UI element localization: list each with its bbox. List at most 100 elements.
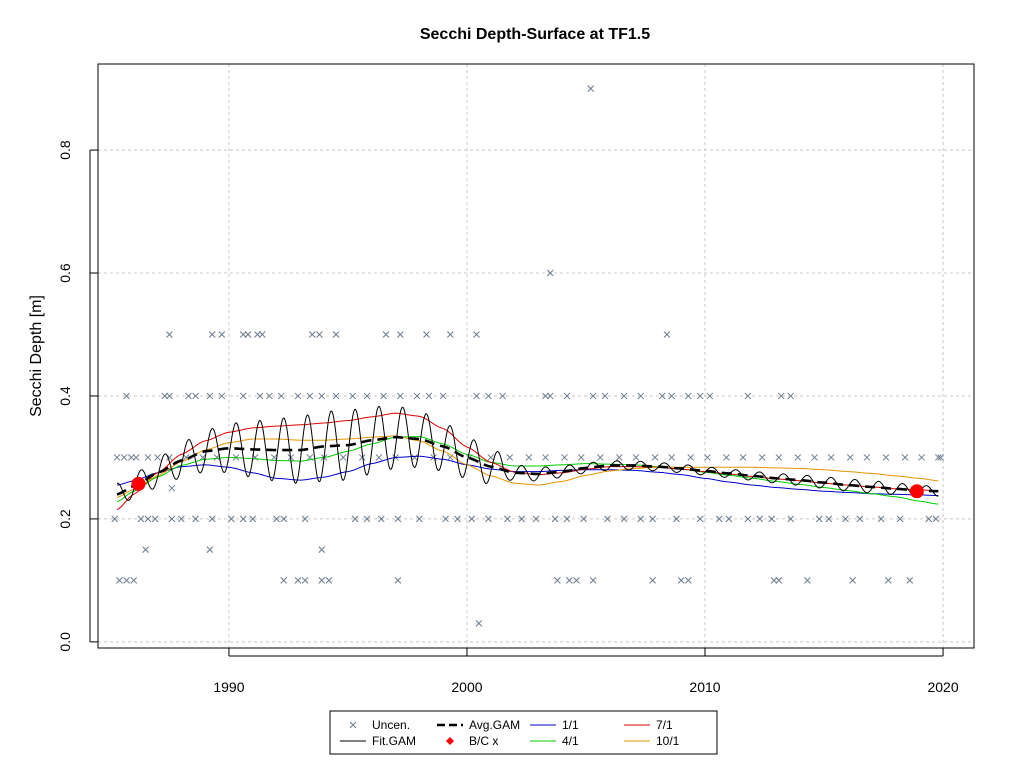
- uncen-point: [468, 515, 476, 523]
- uncen-point: [787, 392, 795, 400]
- uncen-point: [744, 392, 752, 400]
- uncen-point: [725, 515, 733, 523]
- uncen-point: [775, 577, 783, 584]
- uncen-point: [684, 577, 692, 584]
- y-tick-label: 0.4: [57, 386, 73, 406]
- uncen-point: [473, 331, 480, 338]
- uncen-point: [318, 392, 326, 400]
- uncen-point: [856, 515, 864, 523]
- uncen-point: [684, 392, 692, 400]
- legend-label-fit: Fit.GAM: [372, 734, 416, 748]
- uncen-point: [620, 392, 628, 400]
- uncen-point: [396, 392, 404, 400]
- uncen-point: [363, 392, 371, 400]
- uncen-point: [332, 392, 340, 400]
- uncen-point: [637, 392, 645, 400]
- uncen-point: [632, 454, 640, 461]
- uncen-point: [349, 392, 357, 400]
- y-axis-label: Secchi Depth [m]: [28, 295, 45, 417]
- uncen-point: [723, 454, 730, 461]
- uncen-point: [506, 454, 514, 461]
- uncen-point: [254, 331, 261, 338]
- uncen-point: [161, 392, 169, 400]
- uncen-point: [896, 515, 904, 523]
- uncen-point: [706, 392, 714, 400]
- uncen-point: [770, 577, 778, 584]
- series-7-1-line: [116, 412, 939, 511]
- x-tick-label: 2010: [689, 679, 720, 695]
- uncen-point: [668, 392, 676, 400]
- uncen-point: [227, 515, 235, 523]
- uncen-point: [208, 515, 216, 523]
- uncen-point: [239, 331, 247, 338]
- uncen-point: [768, 515, 776, 523]
- uncen-point: [256, 392, 264, 400]
- grid-lines: [98, 64, 974, 648]
- uncen-point: [301, 577, 309, 584]
- uncen-point: [130, 577, 138, 584]
- legend-label-uncen: Uncen.: [372, 718, 410, 732]
- uncen-point: [123, 392, 130, 400]
- legend-symbol-bc: [446, 737, 454, 745]
- uncen-point: [525, 454, 533, 461]
- uncen-point: [127, 454, 135, 461]
- uncen-point: [499, 392, 507, 400]
- uncen-point: [658, 392, 666, 400]
- uncen-point: [208, 331, 216, 338]
- x-tick-label: 1990: [213, 679, 244, 695]
- uncen-point: [380, 392, 388, 400]
- x-axis: 1990 2000 2010 2020: [213, 648, 959, 695]
- uncen-point: [589, 577, 597, 584]
- uncen-point: [318, 546, 326, 553]
- uncen-point: [696, 515, 704, 523]
- legend-box: [329, 710, 718, 755]
- uncen-point: [485, 515, 492, 523]
- uncen-point: [301, 515, 309, 523]
- bc-point: [131, 476, 146, 491]
- uncen-point: [704, 454, 711, 461]
- series-lines: [116, 405, 939, 511]
- uncen-point: [294, 577, 302, 584]
- uncen-point: [137, 515, 145, 523]
- uncen-point: [258, 331, 266, 338]
- uncen-point: [473, 392, 480, 400]
- y-tick-label: 0.0: [57, 632, 73, 652]
- uncen-point: [925, 515, 933, 523]
- uncen-point: [849, 577, 856, 584]
- uncen-point: [518, 515, 526, 523]
- uncen-point: [423, 331, 430, 338]
- uncen-point: [485, 392, 492, 400]
- uncen-point: [430, 454, 437, 461]
- uncen-point: [142, 546, 149, 553]
- uncen-point: [168, 515, 176, 523]
- uncen-point: [884, 577, 892, 584]
- uncen-point: [673, 515, 680, 523]
- uncen-point: [573, 577, 580, 584]
- uncen-point: [842, 515, 849, 523]
- uncen-point: [882, 454, 890, 461]
- uncen-point: [277, 392, 285, 400]
- y-axis: 0.0 0.2 0.4 0.6 0.8: [57, 140, 98, 652]
- uncen-point: [546, 392, 554, 400]
- uncen-point: [758, 454, 766, 461]
- uncen-point: [425, 392, 433, 400]
- uncen-point: [794, 454, 802, 461]
- legend-label-s71: 7/1: [656, 718, 673, 732]
- uncen-point: [316, 331, 323, 338]
- uncen-point: [604, 515, 611, 523]
- uncen-point: [446, 331, 454, 338]
- uncen-point: [416, 515, 423, 523]
- uncen-point: [358, 454, 366, 461]
- uncen-point: [377, 515, 385, 523]
- uncen-point: [937, 454, 945, 461]
- uncen-point: [542, 392, 549, 400]
- uncen-point: [846, 454, 854, 461]
- uncen-point: [649, 577, 656, 584]
- legend-label-s11: 1/1: [562, 718, 579, 732]
- uncen-point: [454, 515, 461, 523]
- uncen-point: [475, 620, 483, 627]
- uncen-point: [446, 454, 454, 461]
- uncen-point: [239, 515, 247, 523]
- legend-label-bc: B/C x: [469, 734, 498, 748]
